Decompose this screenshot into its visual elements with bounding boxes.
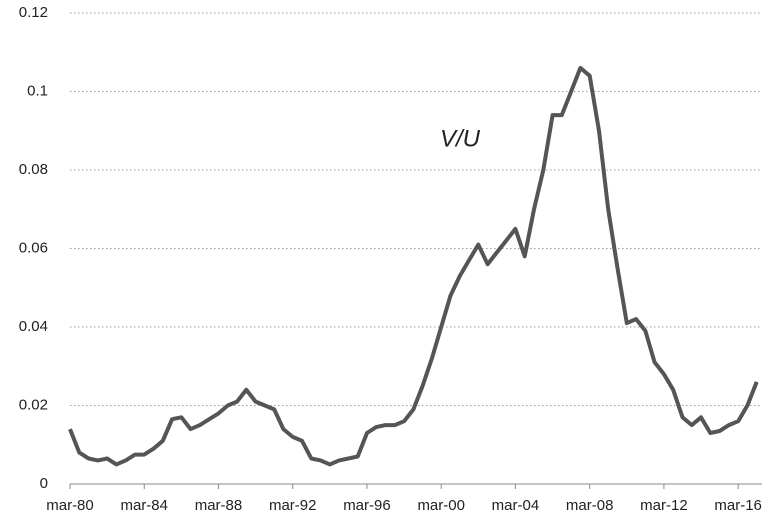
series-annotation: V/U	[440, 125, 481, 152]
x-tick-label: mar-96	[343, 497, 391, 514]
y-tick-label: 0.02	[19, 396, 48, 413]
y-tick-label: 0.12	[19, 4, 48, 21]
y-tick-label: 0.1	[27, 82, 48, 99]
y-tick-label: 0	[40, 475, 48, 492]
data-line	[68, 65, 759, 467]
x-tick-label: mar-80	[46, 497, 94, 514]
x-tick-label: mar-00	[417, 497, 465, 514]
x-tick-label: mar-04	[492, 497, 540, 514]
x-tick-label: mar-12	[640, 497, 688, 514]
x-tick-label: mar-84	[120, 497, 168, 514]
x-tick-label: mar-88	[195, 497, 243, 514]
x-tick-label: mar-92	[269, 497, 317, 514]
x-tick-label: mar-08	[566, 497, 614, 514]
y-tick-label: 0.08	[19, 161, 48, 178]
y-tick-label: 0.04	[19, 318, 48, 335]
x-tick-label: mar-16	[714, 497, 762, 514]
y-tick-label: 0.06	[19, 239, 48, 256]
